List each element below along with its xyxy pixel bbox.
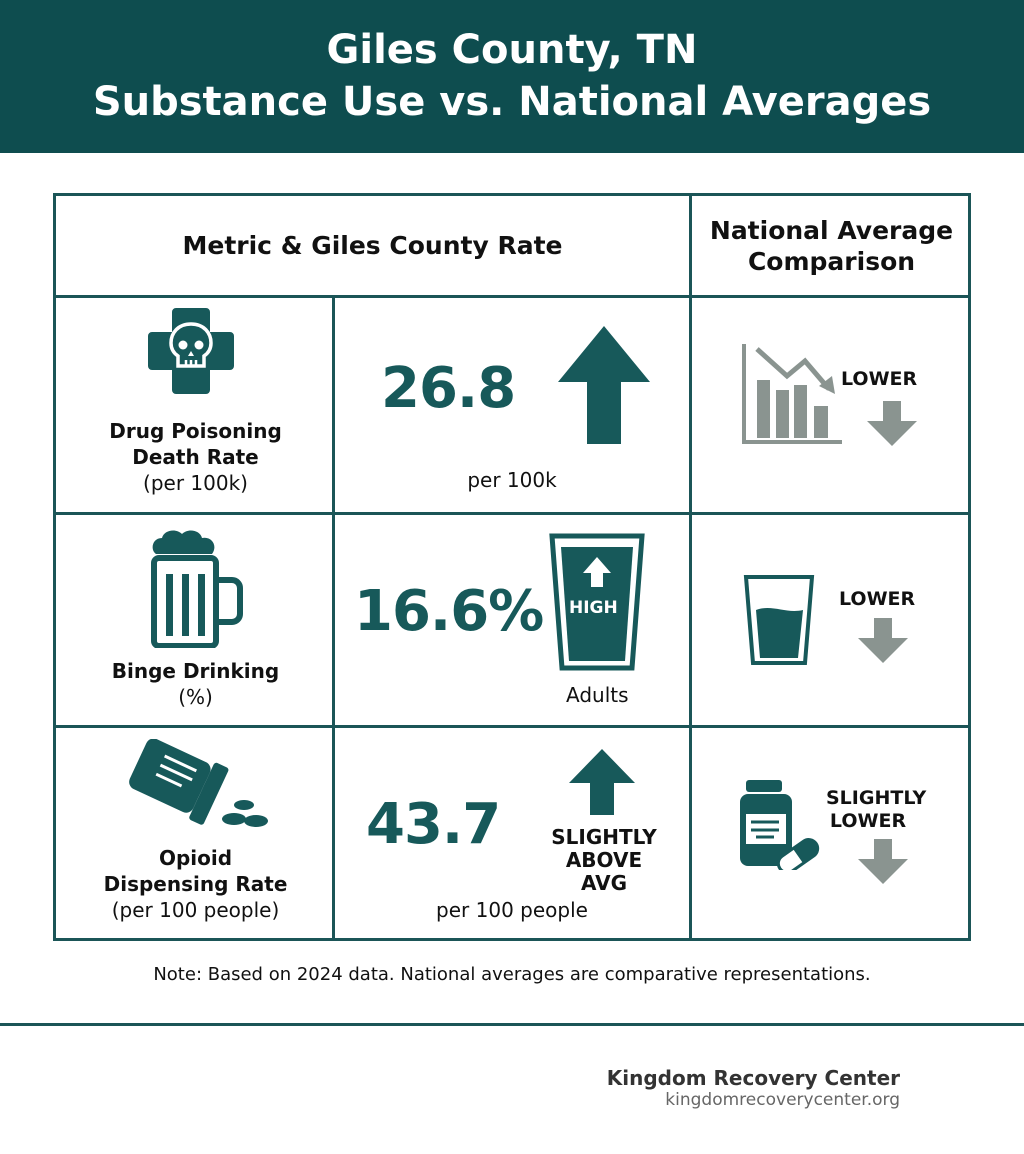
metric-unit: (per 100k) <box>143 471 248 495</box>
comparison-line: SLIGHTLY <box>826 787 927 809</box>
value-unit: per 100 people <box>436 898 588 922</box>
title-line-1: Giles County, TN <box>326 27 698 73</box>
metric-label: Drug Poisoning Death Rate (per 100k) <box>56 418 335 496</box>
skull-cross-icon <box>148 308 234 394</box>
high-glass-icon <box>549 533 645 671</box>
value-unit: per 100k <box>467 468 557 492</box>
spilled-pill-bottle-icon <box>129 739 268 827</box>
metric-name: Death Rate <box>132 445 259 469</box>
comparison-label: SLIGHTLY LOWER <box>826 787 927 833</box>
indicator-line: ABOVE AVG <box>565 848 643 895</box>
half-glass-icon <box>743 575 815 665</box>
declining-bar-chart-icon <box>742 344 842 444</box>
metric-name: Opioid <box>158 846 233 870</box>
indicator-label: SLIGHTLY ABOVE AVG <box>540 826 668 895</box>
county-value: 26.8 <box>381 356 516 421</box>
column-header-national: National Average Comparison <box>709 216 954 276</box>
county-value: 16.6% <box>354 579 544 644</box>
metric-label: Binge Drinking (%) <box>56 658 335 710</box>
up-arrow-icon <box>558 326 650 444</box>
up-arrow-icon <box>569 749 635 815</box>
divider <box>56 295 968 298</box>
metric-label: Opioid Dispensing Rate (per 100 people) <box>56 845 335 923</box>
metric-unit: (per 100 people) <box>111 898 280 922</box>
page-header: Giles County, TN Substance Use vs. Natio… <box>0 0 1024 153</box>
footnote: Note: Based on 2024 data. National avera… <box>153 964 871 985</box>
divider <box>332 295 335 938</box>
indicator-label: HIGH <box>569 598 618 618</box>
footer-divider <box>0 1023 1024 1026</box>
comparison-label: LOWER <box>839 588 916 610</box>
metric-name: Dispensing Rate <box>103 872 288 896</box>
metric-name: Drug Poisoning <box>109 419 282 443</box>
organization-name: Kingdom Recovery Center <box>606 1066 900 1090</box>
comparison-table: Metric & Giles County Rate National Aver… <box>53 193 971 941</box>
column-header-metric: Metric & Giles County Rate <box>182 231 563 260</box>
title-line-2: Substance Use vs. National Averages <box>92 79 932 125</box>
metric-unit: (%) <box>178 685 213 709</box>
indicator-line: SLIGHTLY <box>551 825 657 849</box>
divider <box>56 512 968 515</box>
comparison-label: LOWER <box>841 368 918 390</box>
down-arrow-icon <box>858 618 908 663</box>
divider <box>689 196 692 938</box>
down-arrow-icon <box>858 839 908 884</box>
down-arrow-icon <box>867 401 917 446</box>
pill-bottle-icon <box>740 780 820 870</box>
footer-branding: Kingdom Recovery Center kingdomrecoveryc… <box>607 1066 900 1110</box>
value-unit: Adults <box>566 683 629 707</box>
comparison-line: LOWER <box>829 810 907 832</box>
divider <box>56 725 968 728</box>
organization-url[interactable]: kingdomrecoverycenter.org <box>665 1090 900 1110</box>
county-value: 43.7 <box>366 792 501 857</box>
beer-mug-icon <box>151 530 243 648</box>
metric-name: Binge Drinking <box>111 659 280 683</box>
